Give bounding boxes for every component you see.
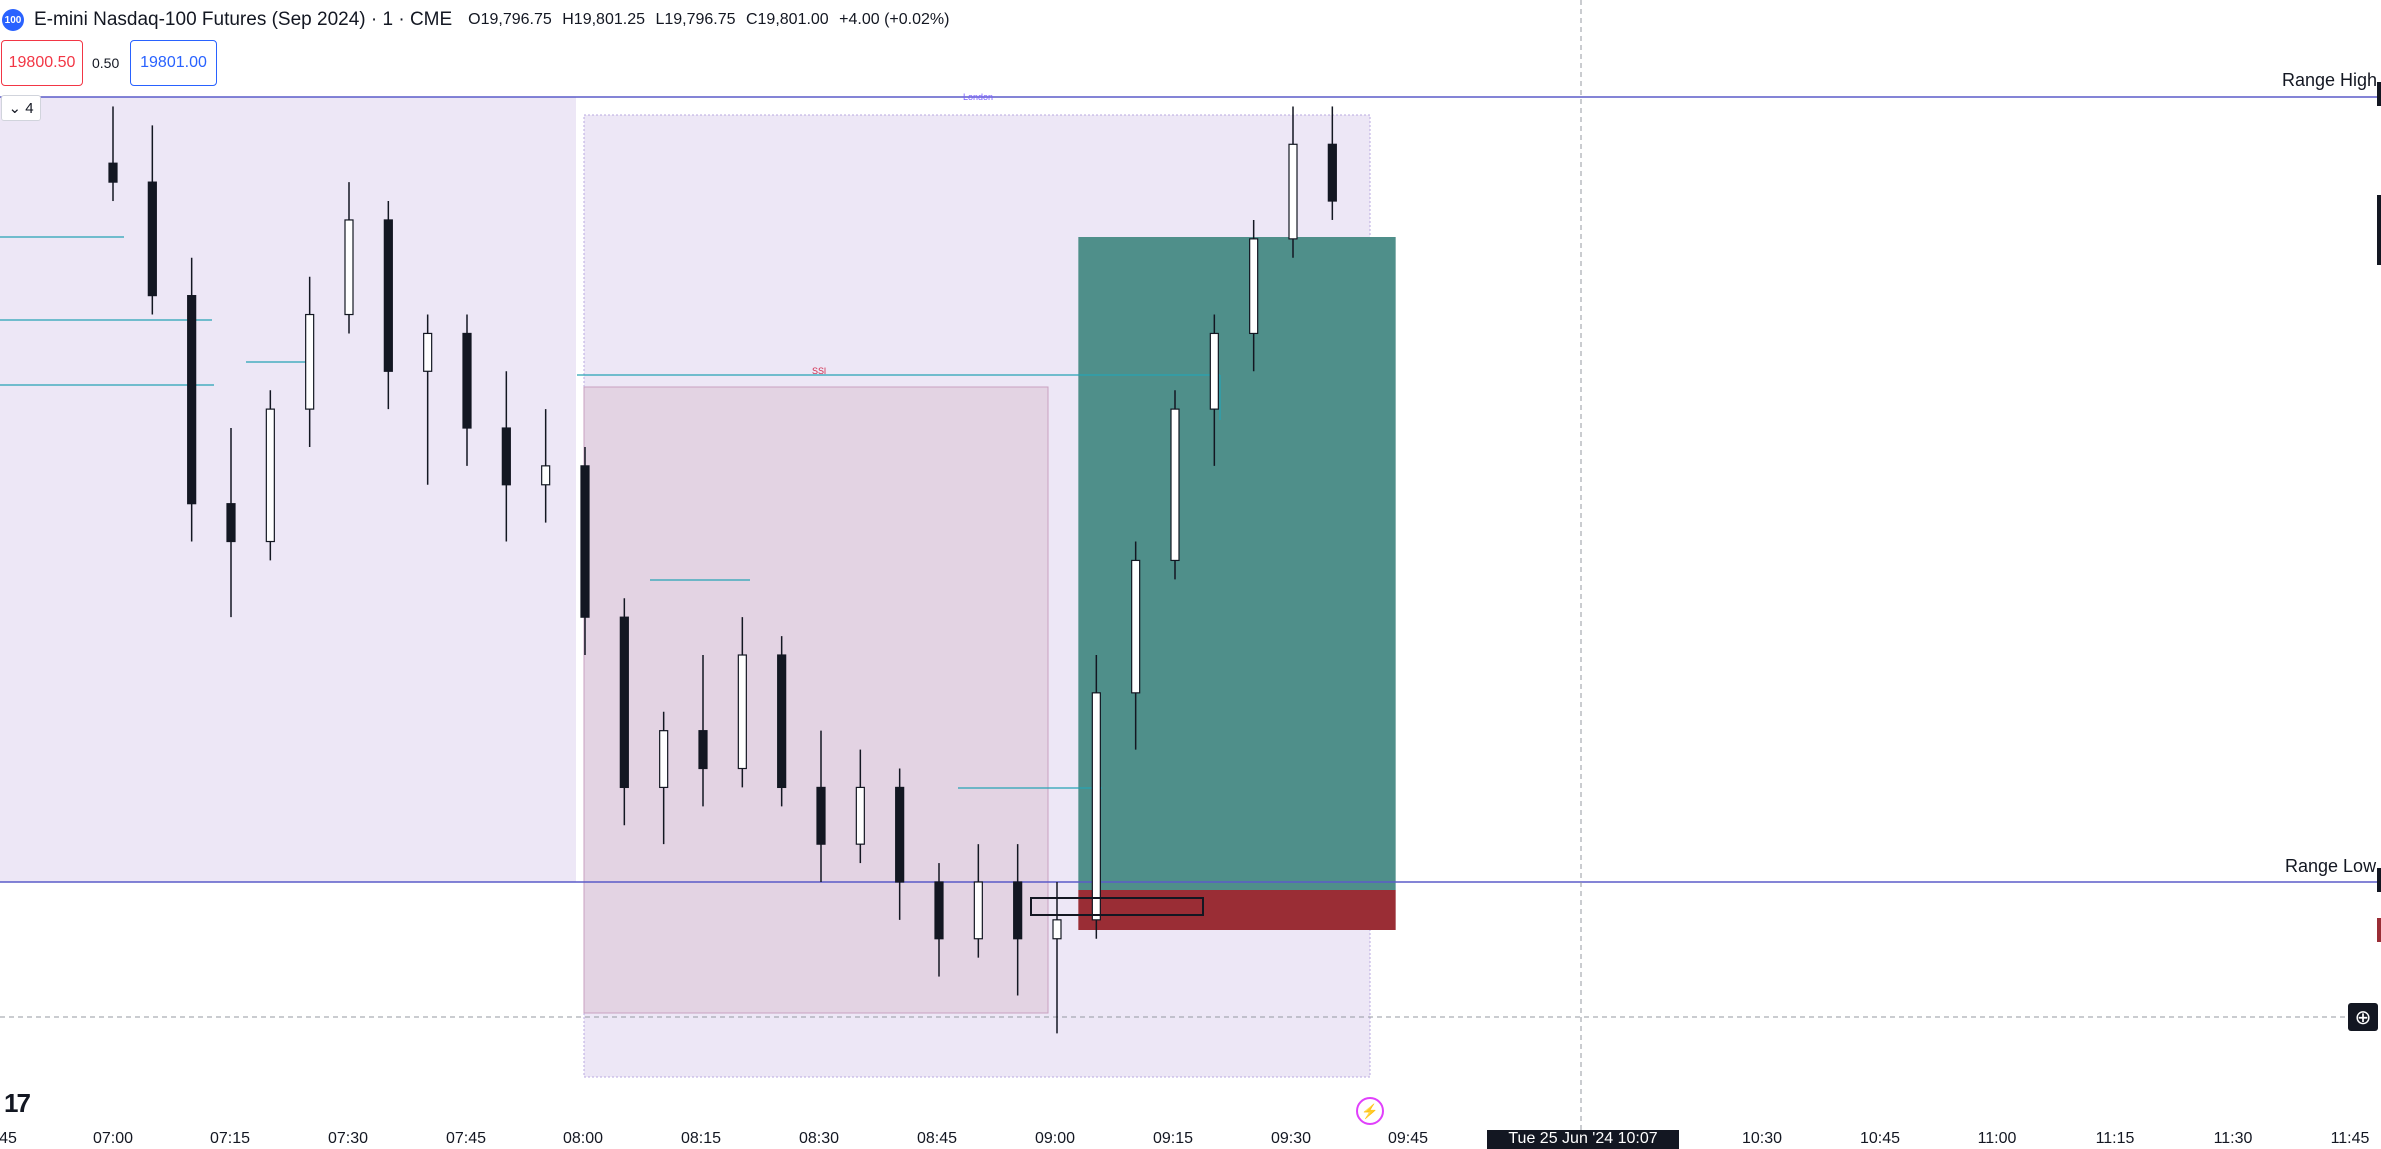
lightning-icon[interactable]: ⚡ xyxy=(1356,1097,1384,1125)
close-value: C19,801.00 xyxy=(745,11,829,28)
candle-body xyxy=(777,654,787,789)
time-tick: 07:00 xyxy=(92,1130,134,1147)
candle-body xyxy=(501,427,511,486)
asia-session-box xyxy=(0,97,576,882)
price-marker xyxy=(2377,195,2381,265)
candle-body xyxy=(305,313,315,410)
time-tick: 08:15 xyxy=(680,1130,722,1147)
buy-button[interactable]: 19801.00 xyxy=(130,40,217,86)
sell-button[interactable]: 19800.50 xyxy=(1,40,83,86)
price-marker xyxy=(2377,868,2381,892)
candle-body xyxy=(226,503,236,543)
candle-body xyxy=(147,181,157,297)
candle-body xyxy=(1249,238,1259,335)
open-value: O19,796.75 xyxy=(468,11,552,28)
time-tick: 09:00 xyxy=(1034,1130,1076,1147)
plus-circle-icon[interactable]: ⊕ xyxy=(2348,1003,2378,1031)
indicator-count: 4 xyxy=(25,99,34,117)
range-low-label: Range Low xyxy=(2285,856,2377,876)
spread-value: 0.50 xyxy=(92,55,120,71)
candles-group xyxy=(108,106,1337,1034)
chevron-down-icon: ⌄ xyxy=(8,100,22,117)
candle-body xyxy=(344,219,354,316)
candle-body xyxy=(1091,692,1101,921)
time-tick: 09:30 xyxy=(1270,1130,1312,1147)
candle-body xyxy=(187,295,197,505)
price-marker xyxy=(2377,82,2381,106)
indicators-toggle-button[interactable]: ⌄ 4 xyxy=(1,95,41,121)
candle-body xyxy=(816,786,826,845)
entry-box xyxy=(1030,897,1204,916)
time-axis[interactable]: 45 07:00 07:15 07:30 07:45 08:00 08:15 0… xyxy=(0,1130,2381,1149)
time-tick: 08:45 xyxy=(916,1130,958,1147)
ohlc-values: O19,796.75 H19,801.25 L19,796.75 C19,801… xyxy=(468,11,955,29)
candle-body xyxy=(1288,143,1298,240)
time-tick: 10:30 xyxy=(1741,1130,1783,1147)
symbol-logo-icon[interactable]: 100 xyxy=(2,9,24,31)
candle-body xyxy=(1131,559,1141,694)
time-tick: 08:30 xyxy=(798,1130,840,1147)
candle-body xyxy=(265,408,275,543)
crosshair-time-label: Tue 25 Jun '24 10:07 xyxy=(1487,1130,1679,1149)
session-label: London xyxy=(963,92,994,102)
time-tick: 11:30 xyxy=(2213,1130,2253,1147)
low-value: L19,796.75 xyxy=(655,11,736,28)
time-tick: 09:15 xyxy=(1152,1130,1194,1147)
time-tick: 45 xyxy=(0,1130,17,1147)
candle-body xyxy=(541,465,551,486)
candle-body xyxy=(108,162,118,183)
time-tick: 10:45 xyxy=(1859,1130,1901,1147)
candle-body xyxy=(934,881,944,940)
candle-body xyxy=(1052,919,1062,940)
time-tick: 11:00 xyxy=(1977,1130,2017,1147)
time-tick: 07:15 xyxy=(209,1130,251,1147)
time-tick: 07:45 xyxy=(445,1130,487,1147)
candle-body xyxy=(1013,881,1023,940)
candle-body xyxy=(659,730,669,789)
ssl-label: SSl xyxy=(812,366,827,376)
candle-body xyxy=(895,786,905,883)
time-tick: 07:30 xyxy=(327,1130,369,1147)
time-tick: 09:45 xyxy=(1387,1130,1429,1147)
candle-body xyxy=(737,654,747,770)
symbol-title[interactable]: E-mini Nasdaq-100 Futures (Sep 2024) · 1… xyxy=(34,9,453,30)
range-high-label: Range High xyxy=(2282,70,2378,90)
candle-body xyxy=(462,332,472,429)
tradingview-logo[interactable]: 17 xyxy=(4,1088,31,1118)
candle-body xyxy=(855,786,865,845)
candle-body xyxy=(383,219,393,372)
chart-overlay xyxy=(1030,82,2381,942)
symbol-header: 100 E-mini Nasdaq-100 Futures (Sep 2024)… xyxy=(0,0,955,40)
time-tick: 11:15 xyxy=(2095,1130,2135,1147)
killzone-box xyxy=(583,386,1049,1014)
candle-body xyxy=(580,465,590,618)
candle-body xyxy=(1170,408,1180,562)
high-value: H19,801.25 xyxy=(562,11,645,28)
candle-body xyxy=(423,332,433,372)
candle-body xyxy=(1209,332,1219,410)
time-tick: 11:45 xyxy=(2330,1130,2370,1147)
candle-body xyxy=(1327,143,1337,202)
candle-body xyxy=(973,881,983,940)
candle-body xyxy=(698,730,708,770)
time-tick: 08:00 xyxy=(562,1130,604,1147)
position-loss-zone xyxy=(1078,890,1396,930)
position-profit-zone xyxy=(1078,237,1396,890)
candle-body xyxy=(619,616,629,789)
price-marker xyxy=(2377,918,2381,942)
change-value: +4.00 (+0.02%) xyxy=(839,11,950,28)
